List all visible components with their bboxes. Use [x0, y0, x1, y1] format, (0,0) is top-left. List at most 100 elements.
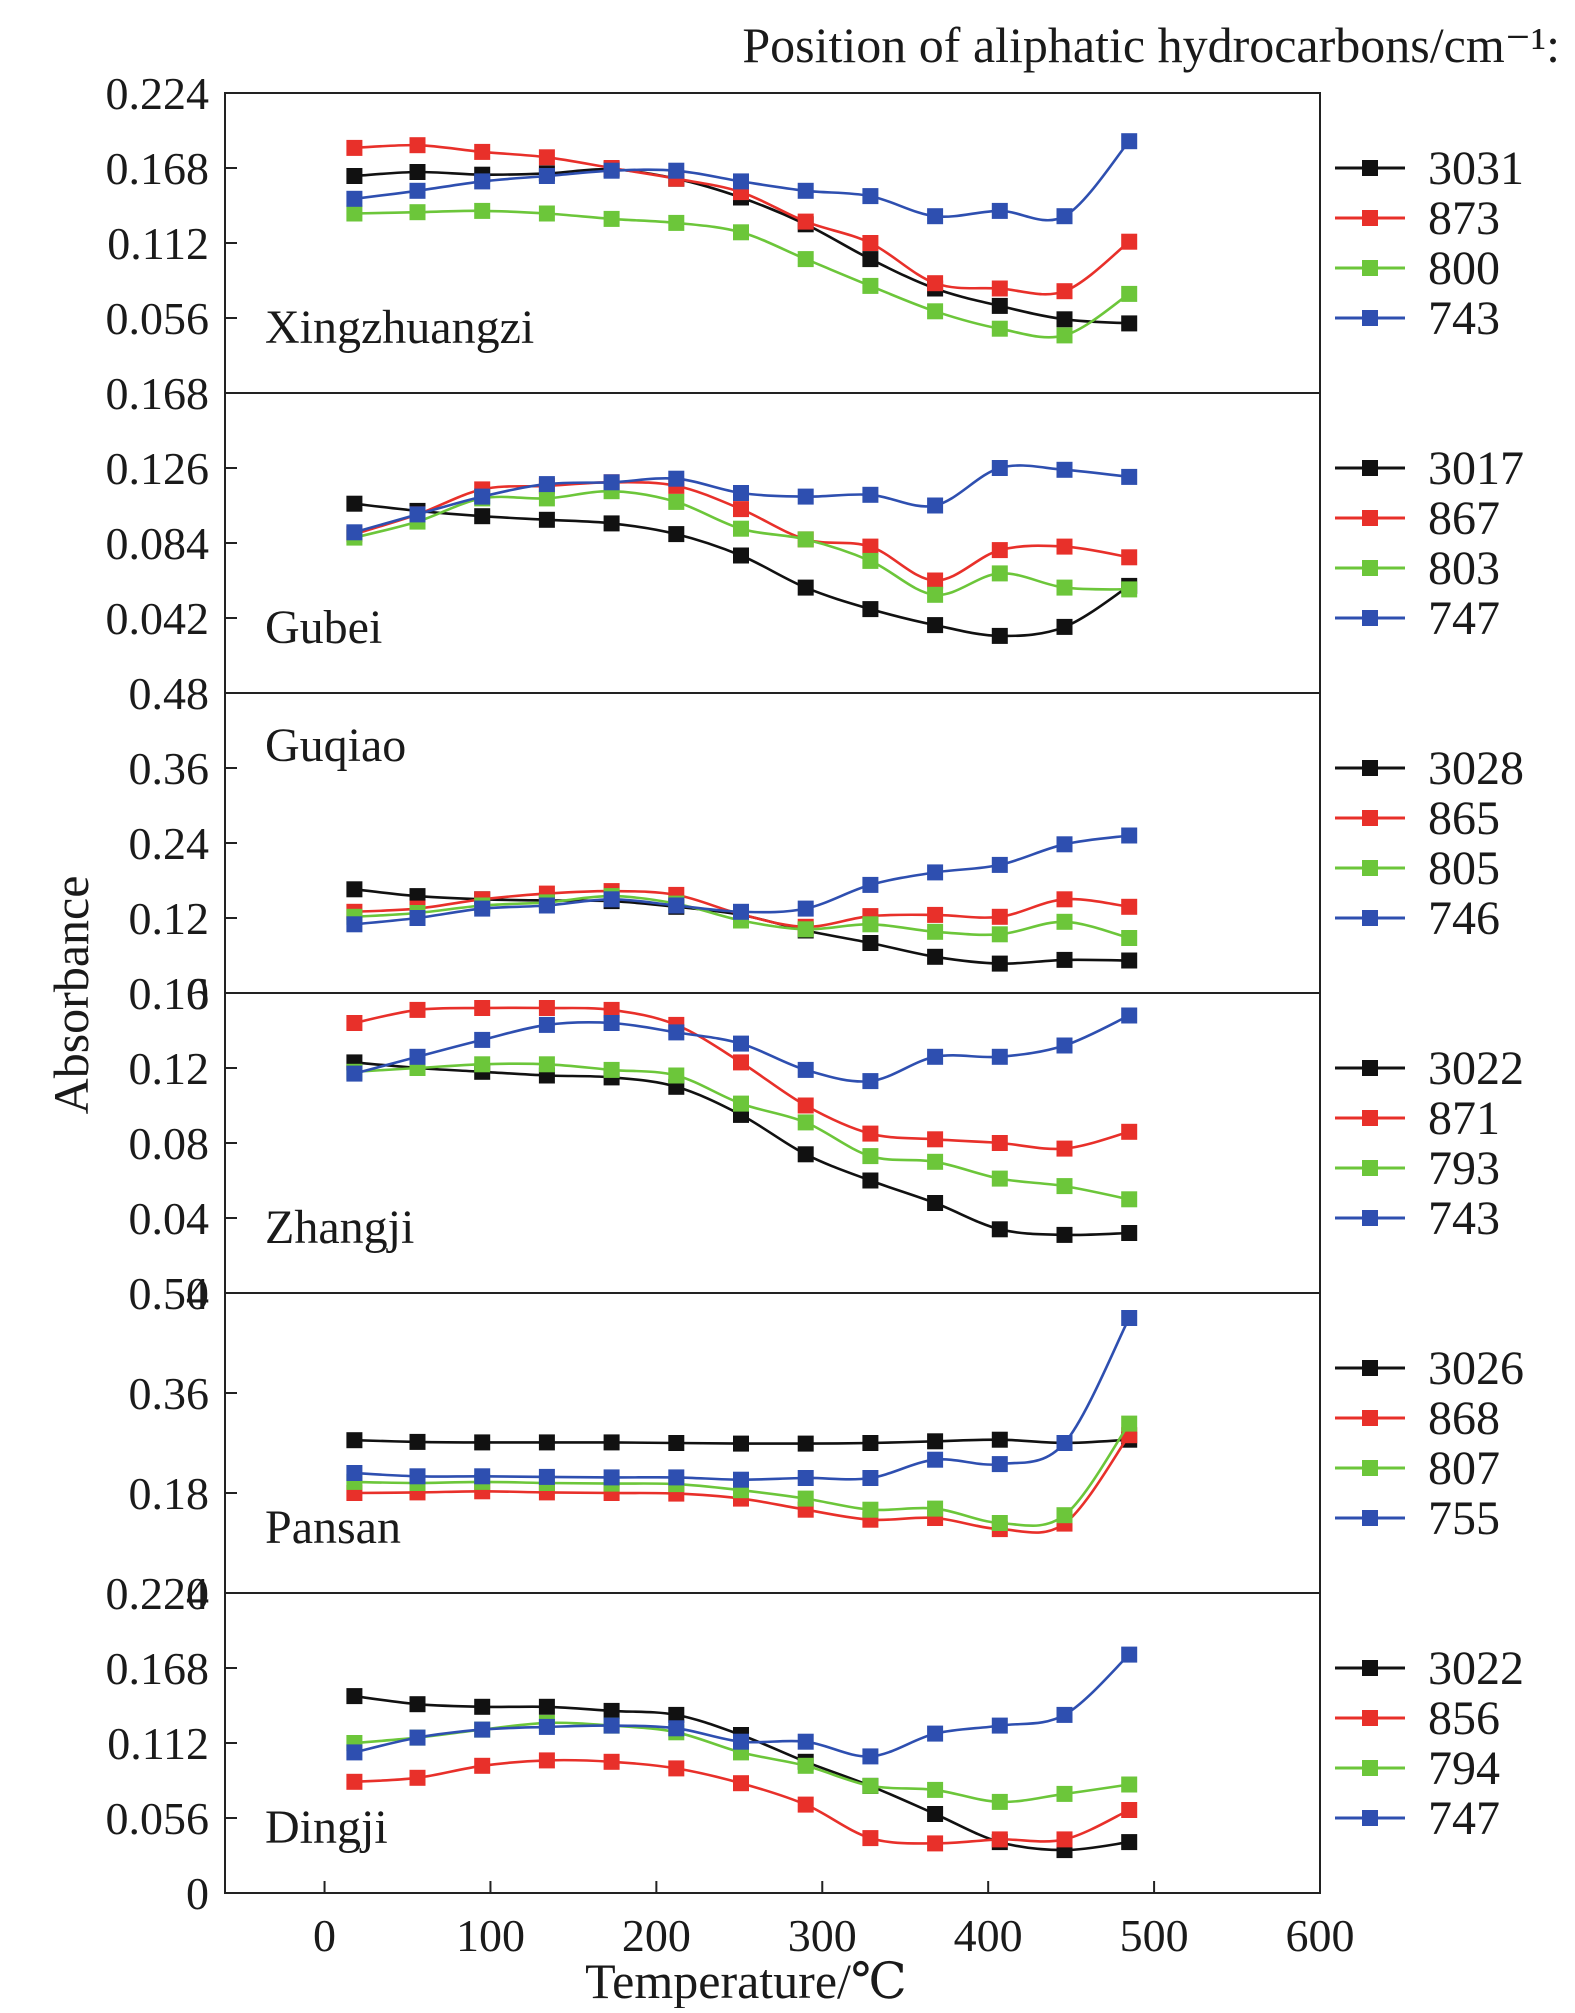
data-point	[603, 1469, 620, 1486]
legend-label: 747	[1428, 1792, 1500, 1845]
data-point	[538, 168, 555, 184]
data-point	[797, 213, 814, 230]
legend-label: 793	[1428, 1142, 1500, 1195]
y-tick-label: 0.36	[129, 1368, 210, 1419]
legend-swatch-marker	[1362, 910, 1378, 926]
data-point	[603, 1434, 620, 1451]
data-point	[797, 488, 814, 505]
data-point	[668, 1435, 685, 1451]
data-point	[668, 1024, 685, 1041]
data-point	[474, 900, 491, 917]
data-point	[1121, 898, 1138, 915]
legend-swatch-marker	[1362, 310, 1378, 326]
data-point	[668, 1469, 685, 1486]
data-point	[409, 1468, 426, 1485]
data-point	[1056, 283, 1073, 300]
data-point	[603, 1753, 620, 1770]
data-point	[991, 1793, 1008, 1810]
data-point	[927, 864, 944, 881]
data-point	[927, 1835, 944, 1852]
data-point	[538, 476, 555, 493]
data-point	[862, 538, 879, 555]
x-tick-label: 400	[954, 1910, 1023, 1961]
data-point	[1121, 1310, 1138, 1326]
data-point	[538, 1000, 555, 1016]
data-point	[927, 572, 944, 589]
y-tick-label: 0	[186, 1268, 209, 1319]
legend-swatch-marker	[1362, 210, 1378, 226]
data-point	[991, 565, 1008, 582]
data-point	[1121, 930, 1138, 946]
legend-label: 873	[1428, 192, 1500, 245]
x-tick-label: 600	[1286, 1910, 1355, 1961]
data-point	[1056, 951, 1073, 968]
legend-swatch-marker	[1362, 1060, 1378, 1076]
data-point	[733, 520, 749, 537]
data-point	[733, 1733, 749, 1750]
data-point	[797, 1114, 814, 1131]
legend-swatch-marker	[1362, 1360, 1378, 1376]
data-point	[1056, 1140, 1073, 1157]
data-point	[862, 935, 879, 951]
data-point	[1121, 1802, 1138, 1818]
data-point	[991, 627, 1008, 644]
data-point	[1056, 891, 1073, 908]
y-tick-label: 0.126	[106, 443, 210, 494]
legend-label: 747	[1428, 592, 1500, 645]
y-tick-label: 0	[186, 1868, 209, 1919]
y-tick-label: 0.04	[129, 1193, 210, 1244]
data-point	[603, 162, 620, 179]
legend-swatch-marker	[1362, 1410, 1378, 1426]
series-line-793	[354, 1062, 1130, 1201]
data-point	[733, 1775, 749, 1792]
panel-label: Guqiao	[265, 719, 406, 772]
series-line-3022	[354, 1694, 1130, 1852]
data-point	[991, 1221, 1008, 1238]
data-point	[927, 586, 944, 603]
data-point	[991, 460, 1008, 476]
data-point	[538, 897, 555, 914]
data-point	[538, 1434, 555, 1451]
data-point	[733, 1471, 749, 1488]
data-point	[1056, 1178, 1073, 1195]
data-point	[862, 277, 879, 294]
data-point	[1121, 1123, 1138, 1140]
data-point	[733, 1095, 749, 1112]
data-point	[668, 214, 685, 231]
y-tick-label: 0.54	[129, 1268, 210, 1319]
data-point	[474, 1056, 491, 1073]
data-point	[603, 515, 620, 532]
legend-swatch-marker	[1362, 1760, 1378, 1776]
data-point	[603, 891, 620, 908]
data-point	[862, 1830, 879, 1847]
data-point	[668, 1067, 685, 1084]
data-point	[346, 1773, 363, 1790]
data-point	[1056, 538, 1073, 555]
data-point	[797, 921, 814, 938]
series-line-871	[354, 1006, 1130, 1151]
data-point	[862, 1148, 879, 1165]
data-point	[862, 916, 879, 933]
legend-label: 807	[1428, 1442, 1500, 1495]
legend-swatch-marker	[1362, 460, 1378, 476]
y-tick-label: 0.112	[107, 218, 209, 269]
data-point	[1056, 1435, 1073, 1451]
y-tick-label: 0.168	[106, 368, 210, 419]
data-point	[927, 1806, 944, 1822]
data-point	[991, 202, 1008, 219]
data-point	[474, 1434, 491, 1451]
data-point	[668, 1760, 685, 1777]
data-point	[991, 1170, 1008, 1187]
legend-label: 743	[1428, 292, 1500, 345]
panel-label: Gubei	[265, 601, 382, 654]
data-point	[1056, 1831, 1073, 1848]
legend-swatch-marker	[1362, 1510, 1378, 1526]
legend-swatch-marker	[1362, 810, 1378, 826]
data-point	[1056, 311, 1073, 328]
data-point	[991, 1515, 1008, 1531]
legend-swatch-marker	[1362, 760, 1378, 776]
data-point	[733, 1035, 749, 1052]
data-point	[668, 897, 685, 914]
data-point	[346, 168, 363, 184]
data-point	[927, 1500, 944, 1517]
